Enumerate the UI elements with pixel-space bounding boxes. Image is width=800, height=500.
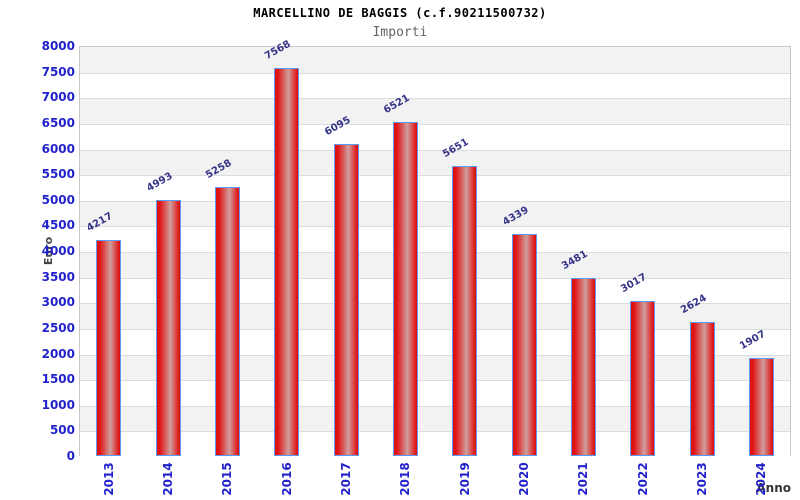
gridline (80, 226, 790, 228)
gridline (80, 405, 790, 407)
y-tick-label: 1500 (41, 372, 75, 387)
gridline (80, 72, 790, 74)
x-tick-label: 2016 (279, 462, 294, 496)
x-tick-label: 2024 (754, 462, 769, 496)
grid-band (80, 405, 790, 432)
y-tick-label: 3500 (41, 269, 75, 284)
gridline (80, 277, 790, 279)
bar (748, 358, 774, 456)
bar (214, 186, 240, 456)
y-tick-label: 7500 (41, 64, 75, 79)
bar (570, 277, 596, 456)
bar (452, 166, 478, 456)
chart-title: MARCELLINO DE BAGGIS (c.f.90211500732) (253, 6, 547, 20)
y-tick-label: 7000 (41, 90, 75, 105)
gridline (80, 380, 790, 382)
gridline (80, 252, 790, 253)
bar (274, 68, 300, 456)
gridline (80, 354, 790, 356)
grid-band (80, 47, 790, 73)
y-tick-label: 1000 (41, 397, 75, 412)
gridline (80, 328, 790, 330)
y-tick-label: 4000 (41, 244, 75, 258)
x-tick-label: 2021 (576, 462, 591, 496)
y-tick-label: 8000 (41, 39, 75, 53)
bar (155, 200, 181, 456)
grid-band (80, 328, 790, 355)
x-tick-label: 2017 (339, 462, 353, 496)
gridline (80, 175, 790, 177)
bar (630, 301, 656, 456)
bar (333, 143, 359, 456)
x-tick-label: 2015 (220, 462, 235, 496)
x-axis-title: Anno (756, 481, 791, 495)
grid-band (80, 98, 790, 124)
gridline (80, 303, 790, 305)
x-tick-label: 2022 (635, 462, 650, 496)
y-tick-label: 5500 (41, 167, 75, 182)
x-tick-label: 2018 (398, 462, 413, 496)
y-tick-label: 500 (49, 423, 75, 438)
x-tick-label: 2019 (457, 462, 472, 496)
grid-band (80, 226, 790, 252)
y-tick-label: 6000 (41, 141, 75, 156)
grid-band (80, 72, 790, 99)
x-tick-label: 2020 (517, 462, 531, 496)
grid-band (80, 380, 790, 406)
y-tick-label: 3000 (41, 295, 75, 310)
x-tick-label: 2023 (695, 462, 709, 496)
grid-band (80, 303, 790, 329)
y-tick-label: 6500 (41, 115, 75, 130)
grid-band (80, 123, 790, 150)
gridline (80, 431, 790, 433)
gridline (80, 200, 790, 202)
bar (96, 239, 122, 456)
bar (511, 233, 537, 456)
grid-band (80, 431, 790, 457)
grid-band (80, 277, 790, 304)
bar (392, 121, 418, 456)
gridline (80, 123, 790, 125)
y-tick-label: 0 (66, 449, 75, 463)
grid-band (80, 252, 790, 278)
grid-band (80, 200, 790, 227)
plot-area (79, 46, 791, 457)
y-tick-label: 5000 (41, 192, 75, 207)
y-tick-label: 4500 (41, 218, 75, 233)
bar (689, 321, 715, 456)
y-tick-label: 2500 (41, 320, 75, 335)
x-tick-label: 2013 (101, 462, 116, 496)
gridline (80, 98, 790, 100)
gridline (80, 149, 790, 151)
grid-band (80, 354, 790, 381)
y-tick-label: 2000 (41, 346, 75, 361)
x-tick-label: 2014 (161, 462, 175, 496)
grid-band (80, 175, 790, 201)
chart-subtitle: Importi (372, 25, 428, 40)
grid-band (80, 149, 790, 176)
